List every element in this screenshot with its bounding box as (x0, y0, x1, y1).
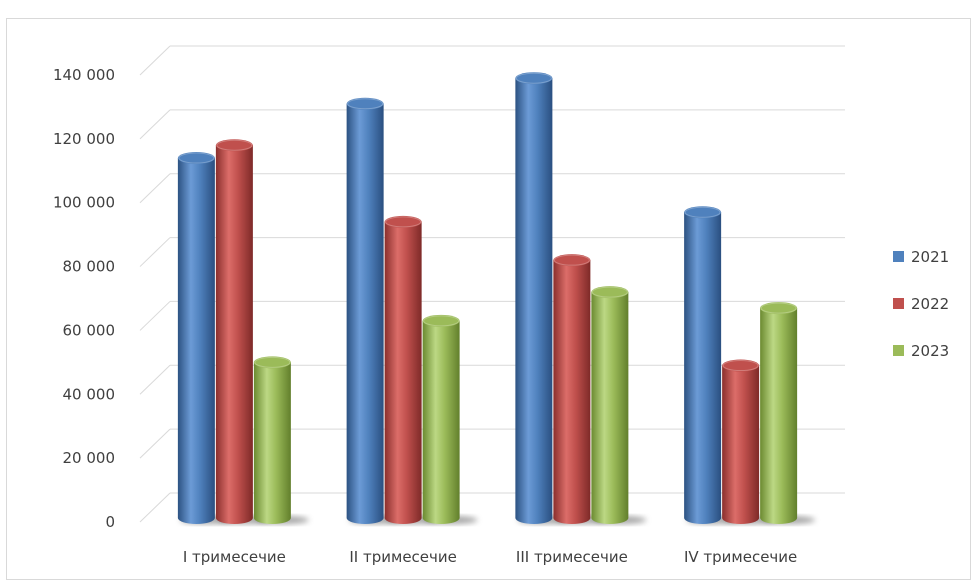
y-tick-label: 20 000 (63, 449, 116, 467)
x-category-label: II тримесечие (349, 548, 456, 566)
y-tick-label: 60 000 (63, 321, 116, 339)
bar-body (177, 158, 215, 524)
bar-cap (346, 97, 384, 110)
bar-cap-highlight (216, 139, 253, 151)
bar-body (515, 78, 553, 524)
gridline-diagonal (139, 492, 171, 523)
bar-cap-highlight (385, 216, 422, 228)
bar-cap-highlight (254, 356, 291, 368)
x-category-label: IV тримесечие (684, 548, 797, 566)
legend-swatch (893, 251, 904, 262)
bar-body (591, 292, 629, 524)
bar (215, 139, 271, 524)
bar-cap (553, 254, 591, 267)
bar (515, 72, 571, 524)
bar-cap (253, 356, 291, 369)
gridline-diagonal (139, 364, 171, 395)
legend-swatch (893, 298, 904, 309)
bar-body (215, 145, 253, 524)
bar-body (384, 221, 422, 524)
bar-cap-highlight (178, 152, 215, 164)
legend-swatch (893, 345, 904, 356)
bar-cap (722, 359, 760, 372)
y-tick-label: 120 000 (53, 130, 115, 148)
legend-label: 2022 (911, 295, 949, 313)
gridline-diagonal (139, 109, 171, 140)
x-axis: I тримесечие II тримесечие III тримесечие I… (183, 548, 797, 566)
gridline-diagonal (139, 428, 171, 459)
bar-body (684, 212, 722, 525)
bar-cap (760, 302, 798, 315)
bar (684, 206, 740, 525)
legend-label: 2021 (911, 248, 949, 266)
bar (253, 356, 309, 524)
gridline-diagonal (139, 237, 171, 267)
y-tick-label: 100 000 (53, 194, 115, 212)
bar-cap-highlight (684, 206, 721, 218)
bar-body (722, 365, 760, 524)
y-axis: 0 20 000 40 000 60 000 80 000 100 000 120 000 1… (53, 66, 115, 531)
legend-label: 2023 (911, 342, 949, 360)
bar-body (553, 260, 591, 524)
bar-cap-highlight (515, 72, 552, 84)
gridline-diagonal (139, 301, 171, 331)
bar-cap-highlight (553, 254, 590, 266)
bar-cap-highlight (591, 286, 628, 298)
bar-body (760, 308, 798, 524)
bar-body (422, 320, 460, 524)
x-category-label: III тримесечие (516, 548, 628, 566)
bar (422, 314, 478, 524)
bar-cap (422, 314, 460, 327)
legend: 2021 2022 2023 (893, 248, 949, 360)
x-category-label: I тримесечие (183, 548, 286, 566)
bar-cap (515, 72, 553, 85)
bar-body (253, 362, 291, 524)
bar-cap (591, 286, 629, 299)
y-tick-label: 40 000 (63, 385, 116, 403)
bar-cap (177, 152, 215, 165)
bar (553, 254, 609, 524)
bar-cap-highlight (347, 98, 384, 110)
bar-cap-highlight (760, 302, 797, 314)
y-tick-label: 0 (105, 513, 115, 531)
y-tick-label: 140 000 (53, 66, 115, 84)
bar (177, 152, 233, 524)
bar-cap (384, 215, 422, 228)
bar (591, 286, 647, 524)
gridline-diagonal (139, 45, 171, 76)
bar (760, 302, 816, 524)
bar-cap (684, 206, 722, 219)
bar-body (346, 103, 384, 524)
bar-cap-highlight (722, 360, 759, 372)
gridline-diagonal (139, 173, 171, 204)
bar (384, 215, 440, 524)
bars (177, 72, 816, 525)
bar-cap (215, 139, 253, 152)
bar-cap-highlight (423, 315, 460, 327)
y-tick-label: 80 000 (63, 258, 116, 276)
chart-frame (6, 18, 971, 580)
bar (346, 97, 402, 524)
